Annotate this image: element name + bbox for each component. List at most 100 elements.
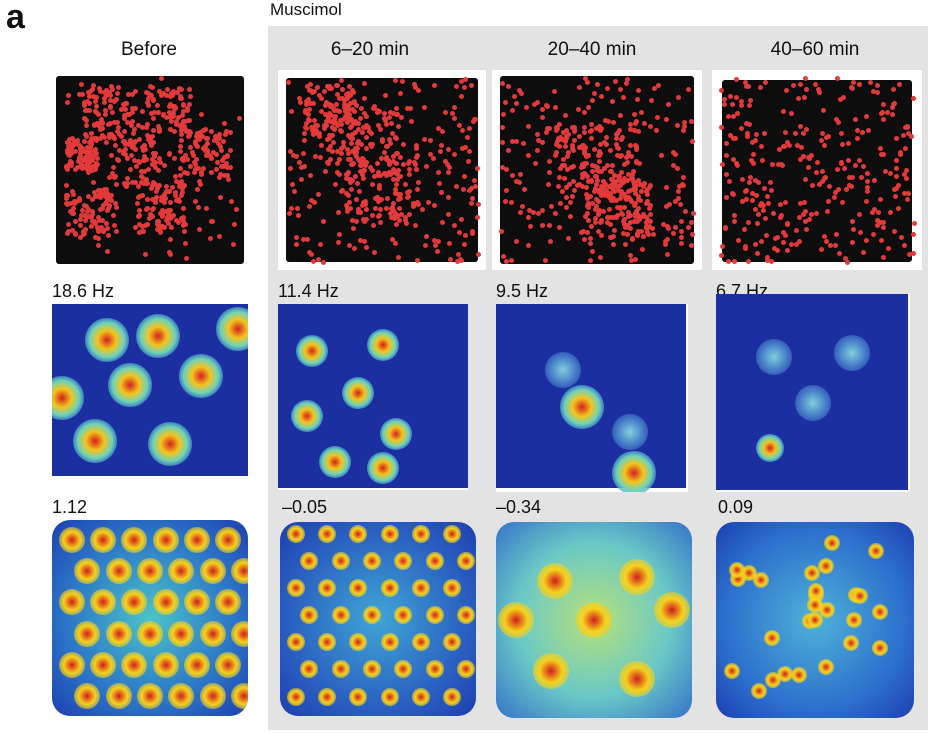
spike-dot xyxy=(544,130,550,136)
spike-dot xyxy=(187,145,193,150)
spike-dot xyxy=(847,175,853,181)
spike-dot xyxy=(85,166,91,172)
spike-dot xyxy=(102,201,108,207)
spike-dot xyxy=(804,227,810,233)
spike-dot xyxy=(393,105,399,111)
firing-field xyxy=(108,363,153,407)
spike-dot xyxy=(797,214,803,220)
spike-dot xyxy=(344,176,350,182)
spike-dot xyxy=(121,112,127,118)
spike-dot xyxy=(172,129,178,135)
spike-dot xyxy=(140,175,146,181)
spike-dot xyxy=(679,228,685,234)
spike-dot xyxy=(654,127,660,133)
autocorrelogram-peak xyxy=(121,652,148,679)
spike-dot xyxy=(897,82,903,88)
spike-dot xyxy=(596,149,602,155)
spike-dot xyxy=(744,84,750,90)
spike-dot xyxy=(328,112,334,118)
firing-field xyxy=(366,451,399,484)
spike-dot xyxy=(603,188,609,194)
spike-dot xyxy=(778,162,784,168)
spike-dot xyxy=(90,196,96,202)
spike-dot xyxy=(142,153,148,159)
autocorrelogram-peak xyxy=(412,687,431,706)
spike-dot xyxy=(733,160,739,166)
spike-dot xyxy=(94,160,100,166)
spike-dot xyxy=(673,152,679,158)
spike-dot xyxy=(335,123,341,129)
spike-dot xyxy=(64,166,70,172)
spike-dot xyxy=(145,121,151,127)
spike-dot xyxy=(627,142,633,148)
spike-dot xyxy=(447,257,453,263)
spike-dot xyxy=(648,182,654,188)
firing-field xyxy=(147,422,192,467)
spike-dot xyxy=(553,128,559,134)
spike-dot xyxy=(583,192,589,198)
spike-dot xyxy=(395,176,401,182)
firing-field xyxy=(833,335,870,372)
spike-dot xyxy=(360,130,366,136)
spike-dot xyxy=(801,130,807,136)
autocorrelogram-peak xyxy=(331,606,350,625)
spike-dot xyxy=(686,224,692,230)
spike-dot xyxy=(577,84,583,90)
spike-dot xyxy=(784,247,790,253)
spike-dot xyxy=(116,148,122,154)
spike-dot xyxy=(843,186,849,192)
autocorrelogram-peak xyxy=(394,606,413,625)
spike-dot xyxy=(872,178,878,184)
spike-dot xyxy=(150,84,156,90)
spike-dot xyxy=(769,161,775,167)
spike-dot xyxy=(621,175,627,181)
spike-dot xyxy=(184,255,190,261)
spike-dot xyxy=(765,201,771,207)
spike-dot xyxy=(103,107,108,113)
spike-dot xyxy=(116,132,122,138)
spike-dot xyxy=(526,207,532,213)
spike-dot xyxy=(288,205,294,211)
spike-dot xyxy=(309,89,315,95)
spike-dot xyxy=(368,131,374,137)
spike-dot xyxy=(739,125,745,131)
spike-dot xyxy=(576,106,582,112)
spike-dot xyxy=(634,143,640,149)
spike-dot xyxy=(594,82,600,88)
autocorrelogram-peak xyxy=(137,620,163,647)
spike-dot xyxy=(620,135,626,141)
spike-dot xyxy=(329,148,335,154)
spike-dot xyxy=(833,243,839,249)
spike-dot xyxy=(608,234,614,240)
spike-dot xyxy=(345,157,351,163)
spike-dot xyxy=(513,138,519,144)
spike-dot xyxy=(150,133,156,139)
spike-dot xyxy=(792,131,798,137)
spike-dot xyxy=(107,203,113,209)
spike-dot xyxy=(563,144,569,150)
spike-dot xyxy=(589,128,595,134)
spike-dot xyxy=(560,130,566,136)
spike-dot xyxy=(340,117,346,123)
spike-dot xyxy=(431,156,437,162)
spike-dot xyxy=(362,199,368,205)
autocorrelogram-peak xyxy=(349,687,368,706)
spike-dot xyxy=(598,169,604,175)
spike-dot xyxy=(102,135,108,141)
spike-dot xyxy=(857,211,863,217)
spike-dot xyxy=(846,182,852,188)
spike-dot xyxy=(585,230,591,236)
spike-dot xyxy=(615,212,621,218)
spike-dot xyxy=(204,152,210,158)
spike-dot xyxy=(384,155,390,161)
autocorrelogram-peak xyxy=(58,526,85,553)
autocorrelogram-peak xyxy=(532,652,569,689)
spike-dot xyxy=(397,155,403,161)
firing-field xyxy=(319,446,351,479)
spike-dot xyxy=(690,138,696,144)
spike-dot xyxy=(135,214,141,220)
spike-dot xyxy=(878,146,884,152)
spike-dot xyxy=(865,127,871,133)
autocorrelogram-peak xyxy=(231,557,248,584)
spike-dot xyxy=(353,197,359,203)
